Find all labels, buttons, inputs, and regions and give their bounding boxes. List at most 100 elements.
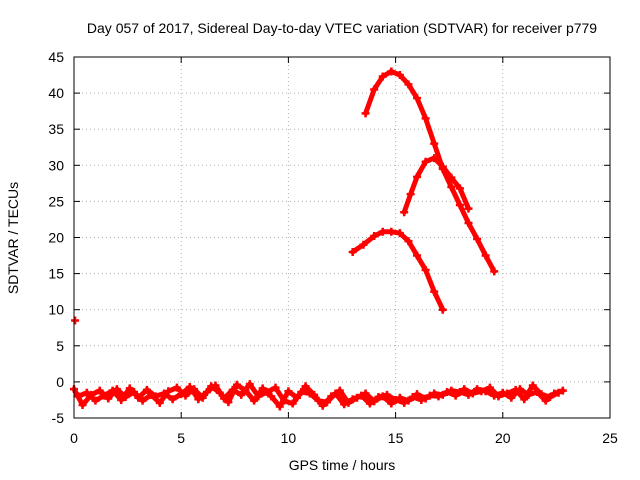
data-point — [142, 385, 151, 394]
data-point — [365, 399, 374, 408]
data-point — [374, 393, 383, 402]
data-point — [425, 391, 434, 400]
data-point — [185, 382, 194, 391]
data-point — [232, 380, 241, 389]
x-tick-label: 15 — [388, 430, 404, 446]
data-point — [404, 237, 413, 246]
y-tick-label: 25 — [48, 193, 64, 209]
y-tick-label: 45 — [48, 49, 64, 65]
y-tick-label: 35 — [48, 121, 64, 137]
y-tick-labels: -5 0 5 10 15 20 25 30 35 40 45 — [48, 49, 64, 426]
x-tick-label: 5 — [177, 430, 185, 446]
data-point — [284, 387, 293, 396]
data-point — [194, 395, 203, 404]
series-baseline-a — [70, 380, 567, 411]
data-point — [413, 172, 422, 181]
data-point — [395, 229, 404, 238]
y-tick-label: 20 — [48, 230, 64, 246]
data-point — [468, 389, 477, 398]
data-point — [211, 381, 220, 390]
data-point — [413, 251, 422, 260]
data-point — [400, 398, 409, 407]
data-point — [155, 398, 164, 407]
data-point — [224, 398, 233, 407]
data-point — [314, 396, 323, 405]
y-axis-label: SDTVAR / TECUs — [5, 182, 21, 294]
series-arc-peak-43 — [361, 67, 499, 276]
y-tick-label: 30 — [48, 157, 64, 173]
data-point — [359, 240, 368, 249]
data-point — [520, 395, 529, 404]
data-point — [406, 190, 415, 199]
data-point — [305, 389, 314, 398]
data-point — [134, 393, 143, 402]
data-point — [430, 139, 439, 148]
data-point — [301, 382, 310, 391]
x-tick-label: 10 — [281, 430, 297, 446]
data-point — [78, 401, 87, 410]
data-point — [400, 208, 409, 217]
data-point — [250, 396, 259, 405]
data-point — [430, 154, 439, 163]
data-point — [271, 383, 280, 392]
data-point — [220, 394, 229, 403]
chart-title: Day 057 of 2017, Sidereal Day-to-day VTE… — [87, 20, 597, 36]
data-point — [267, 392, 276, 401]
data-point — [335, 386, 344, 395]
data-point — [322, 398, 331, 407]
data-point — [494, 392, 503, 401]
data-point — [348, 395, 357, 404]
data-point — [361, 109, 370, 118]
data-point — [421, 114, 430, 123]
data-point — [280, 396, 289, 405]
data-point — [361, 389, 370, 398]
data-point — [438, 305, 447, 314]
x-axis-label: GPS time / hours — [289, 457, 396, 473]
data-point — [507, 393, 516, 402]
series-arc-peak-21 — [348, 227, 447, 314]
data-point — [168, 395, 177, 404]
y-tick-label: 15 — [48, 266, 64, 282]
data-point — [383, 390, 392, 399]
data-series — [70, 67, 567, 411]
data-point — [258, 384, 267, 393]
data-point — [438, 162, 447, 171]
x-tick-labels: 0 5 10 15 20 25 — [70, 430, 618, 446]
y-tick-label: -5 — [52, 410, 65, 426]
data-point — [473, 234, 482, 243]
data-point — [357, 391, 366, 400]
data-point — [331, 389, 340, 398]
y-tick-label: 10 — [48, 302, 64, 318]
data-point — [537, 390, 546, 399]
data-point — [82, 388, 91, 397]
data-point — [421, 157, 430, 166]
data-point — [254, 392, 263, 401]
data-point — [528, 381, 537, 390]
data-point — [370, 85, 379, 94]
data-point — [451, 391, 460, 400]
data-point — [71, 316, 80, 325]
y-tick-label: 5 — [56, 338, 64, 354]
data-point — [378, 227, 387, 236]
x-tick-label: 0 — [70, 430, 78, 446]
data-point — [297, 388, 306, 397]
data-point — [408, 393, 417, 402]
data-point — [481, 251, 490, 260]
data-point — [447, 182, 456, 191]
series-outlier-point — [71, 316, 80, 325]
data-point — [237, 390, 246, 399]
data-point — [172, 383, 181, 392]
data-point — [558, 386, 567, 395]
data-point — [434, 392, 443, 401]
data-point — [511, 385, 520, 394]
data-point — [74, 392, 83, 401]
data-point — [228, 385, 237, 394]
data-point — [455, 184, 464, 193]
series-arc-peak-31 — [400, 154, 473, 217]
data-point — [177, 390, 186, 399]
data-point — [554, 388, 563, 397]
data-point — [455, 201, 464, 210]
series-line — [363, 68, 497, 274]
data-point — [370, 232, 379, 241]
